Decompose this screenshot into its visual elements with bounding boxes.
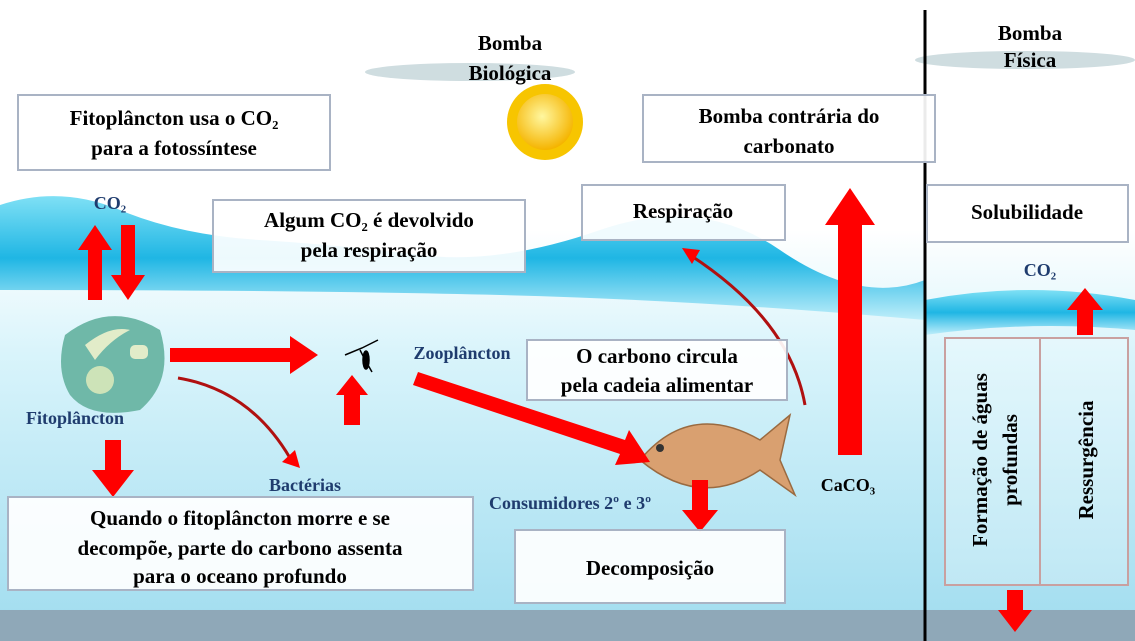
- box-text: Fitoplâncton usa o CO₂: [70, 106, 279, 130]
- box-text: profundas: [998, 414, 1022, 506]
- seafloor: [0, 610, 1135, 641]
- box-text: Respiração: [633, 199, 733, 223]
- label: Zooplâncton: [413, 343, 510, 363]
- box-text: pela cadeia alimentar: [561, 373, 753, 397]
- box-text: Bomba contrária do: [699, 104, 880, 128]
- label: Consumidores 2º e 3º: [489, 493, 651, 513]
- label: Bactérias: [269, 475, 341, 495]
- label: Fitoplâncton: [26, 408, 124, 428]
- box-text: Quando o fitoplâncton morre e se: [90, 506, 390, 530]
- box-text: Ressurgência: [1074, 400, 1098, 519]
- box-text: decompõe, parte do carbono assenta: [78, 536, 403, 560]
- sun: [507, 84, 583, 160]
- box-text: para a fotossíntese: [91, 136, 257, 160]
- label: CaCO₃: [821, 475, 876, 495]
- box-text: para o oceano profundo: [133, 564, 347, 588]
- pump-label: Biológica: [469, 61, 552, 85]
- pump-label: Bomba: [478, 31, 543, 55]
- pump-label: Física: [1004, 48, 1057, 72]
- carbon-pump-diagram: Bomba Biológica Bomba Física Fitoplâncto…: [0, 0, 1135, 641]
- pump-label: Bomba: [998, 21, 1063, 45]
- box-text: Formação de águas: [968, 373, 992, 547]
- box-text: carbonato: [744, 134, 835, 158]
- label: CO₂: [94, 193, 126, 213]
- box-text: Solubilidade: [971, 200, 1083, 224]
- phytoplankton: [61, 316, 165, 413]
- label: CO₂: [1024, 260, 1056, 280]
- box-text: O carbono circula: [576, 344, 738, 368]
- box-text: Algum CO₂ é devolvido: [264, 208, 474, 232]
- box-text: pela respiração: [301, 238, 438, 262]
- box-text: Decomposição: [586, 556, 714, 580]
